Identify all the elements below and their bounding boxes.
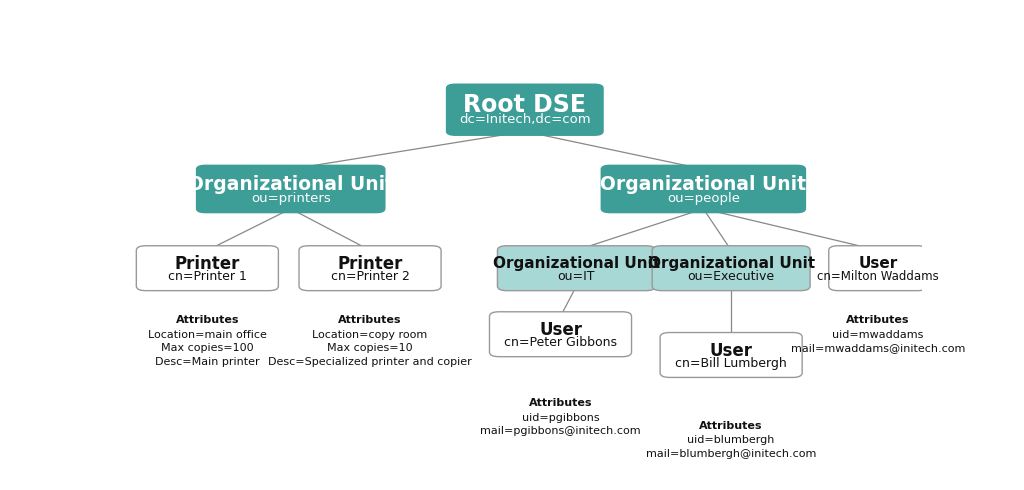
Text: Attributes: Attributes <box>528 398 592 408</box>
Text: ou=printers: ou=printers <box>251 192 331 205</box>
Text: dc=Initech,dc=com: dc=Initech,dc=com <box>459 113 591 126</box>
FancyBboxPatch shape <box>498 246 655 291</box>
Text: uid=mwaddams
mail=mwaddams@initech.com: uid=mwaddams mail=mwaddams@initech.com <box>791 330 966 353</box>
Text: Attributes: Attributes <box>175 316 240 325</box>
Text: Location=copy room
Max copies=10
Desc=Specialized printer and copier: Location=copy room Max copies=10 Desc=Sp… <box>268 330 472 367</box>
Text: ou=people: ou=people <box>667 192 740 205</box>
FancyBboxPatch shape <box>828 246 927 291</box>
Text: Printer: Printer <box>175 255 240 273</box>
FancyBboxPatch shape <box>196 165 385 213</box>
Text: cn=Peter Gibbons: cn=Peter Gibbons <box>504 336 617 349</box>
Text: Root DSE: Root DSE <box>463 93 587 117</box>
FancyBboxPatch shape <box>136 246 279 291</box>
Text: cn=Bill Lumbergh: cn=Bill Lumbergh <box>675 357 787 370</box>
Text: User: User <box>858 256 898 271</box>
FancyBboxPatch shape <box>445 83 604 136</box>
Text: uid=pgibbons
mail=pgibbons@initech.com: uid=pgibbons mail=pgibbons@initech.com <box>480 413 641 436</box>
Text: Attributes: Attributes <box>699 421 763 431</box>
Text: cn=Printer 1: cn=Printer 1 <box>168 270 247 283</box>
Text: cn=Milton Waddams: cn=Milton Waddams <box>817 270 939 283</box>
FancyBboxPatch shape <box>489 312 632 357</box>
FancyBboxPatch shape <box>660 333 802 377</box>
Text: User: User <box>539 321 582 339</box>
Text: Location=main office
Max copies=100
Desc=Main printer: Location=main office Max copies=100 Desc… <box>147 330 267 367</box>
Text: Attributes: Attributes <box>338 316 401 325</box>
Text: uid=blumbergh
mail=blumbergh@initech.com: uid=blumbergh mail=blumbergh@initech.com <box>646 435 816 459</box>
Text: cn=Printer 2: cn=Printer 2 <box>331 270 410 283</box>
Text: ou=Executive: ou=Executive <box>687 270 775 283</box>
Text: User: User <box>710 342 753 360</box>
Text: Organizational Unit: Organizational Unit <box>647 256 815 271</box>
FancyBboxPatch shape <box>601 165 806 213</box>
Text: ou=IT: ou=IT <box>558 270 595 283</box>
Text: Organizational Unit: Organizational Unit <box>493 256 659 271</box>
FancyBboxPatch shape <box>652 246 810 291</box>
Text: Attributes: Attributes <box>846 316 909 325</box>
Text: Printer: Printer <box>337 255 402 273</box>
FancyBboxPatch shape <box>299 246 441 291</box>
Text: Organizational Unit: Organizational Unit <box>600 175 806 194</box>
Text: Organizational Unit: Organizational Unit <box>187 175 393 194</box>
